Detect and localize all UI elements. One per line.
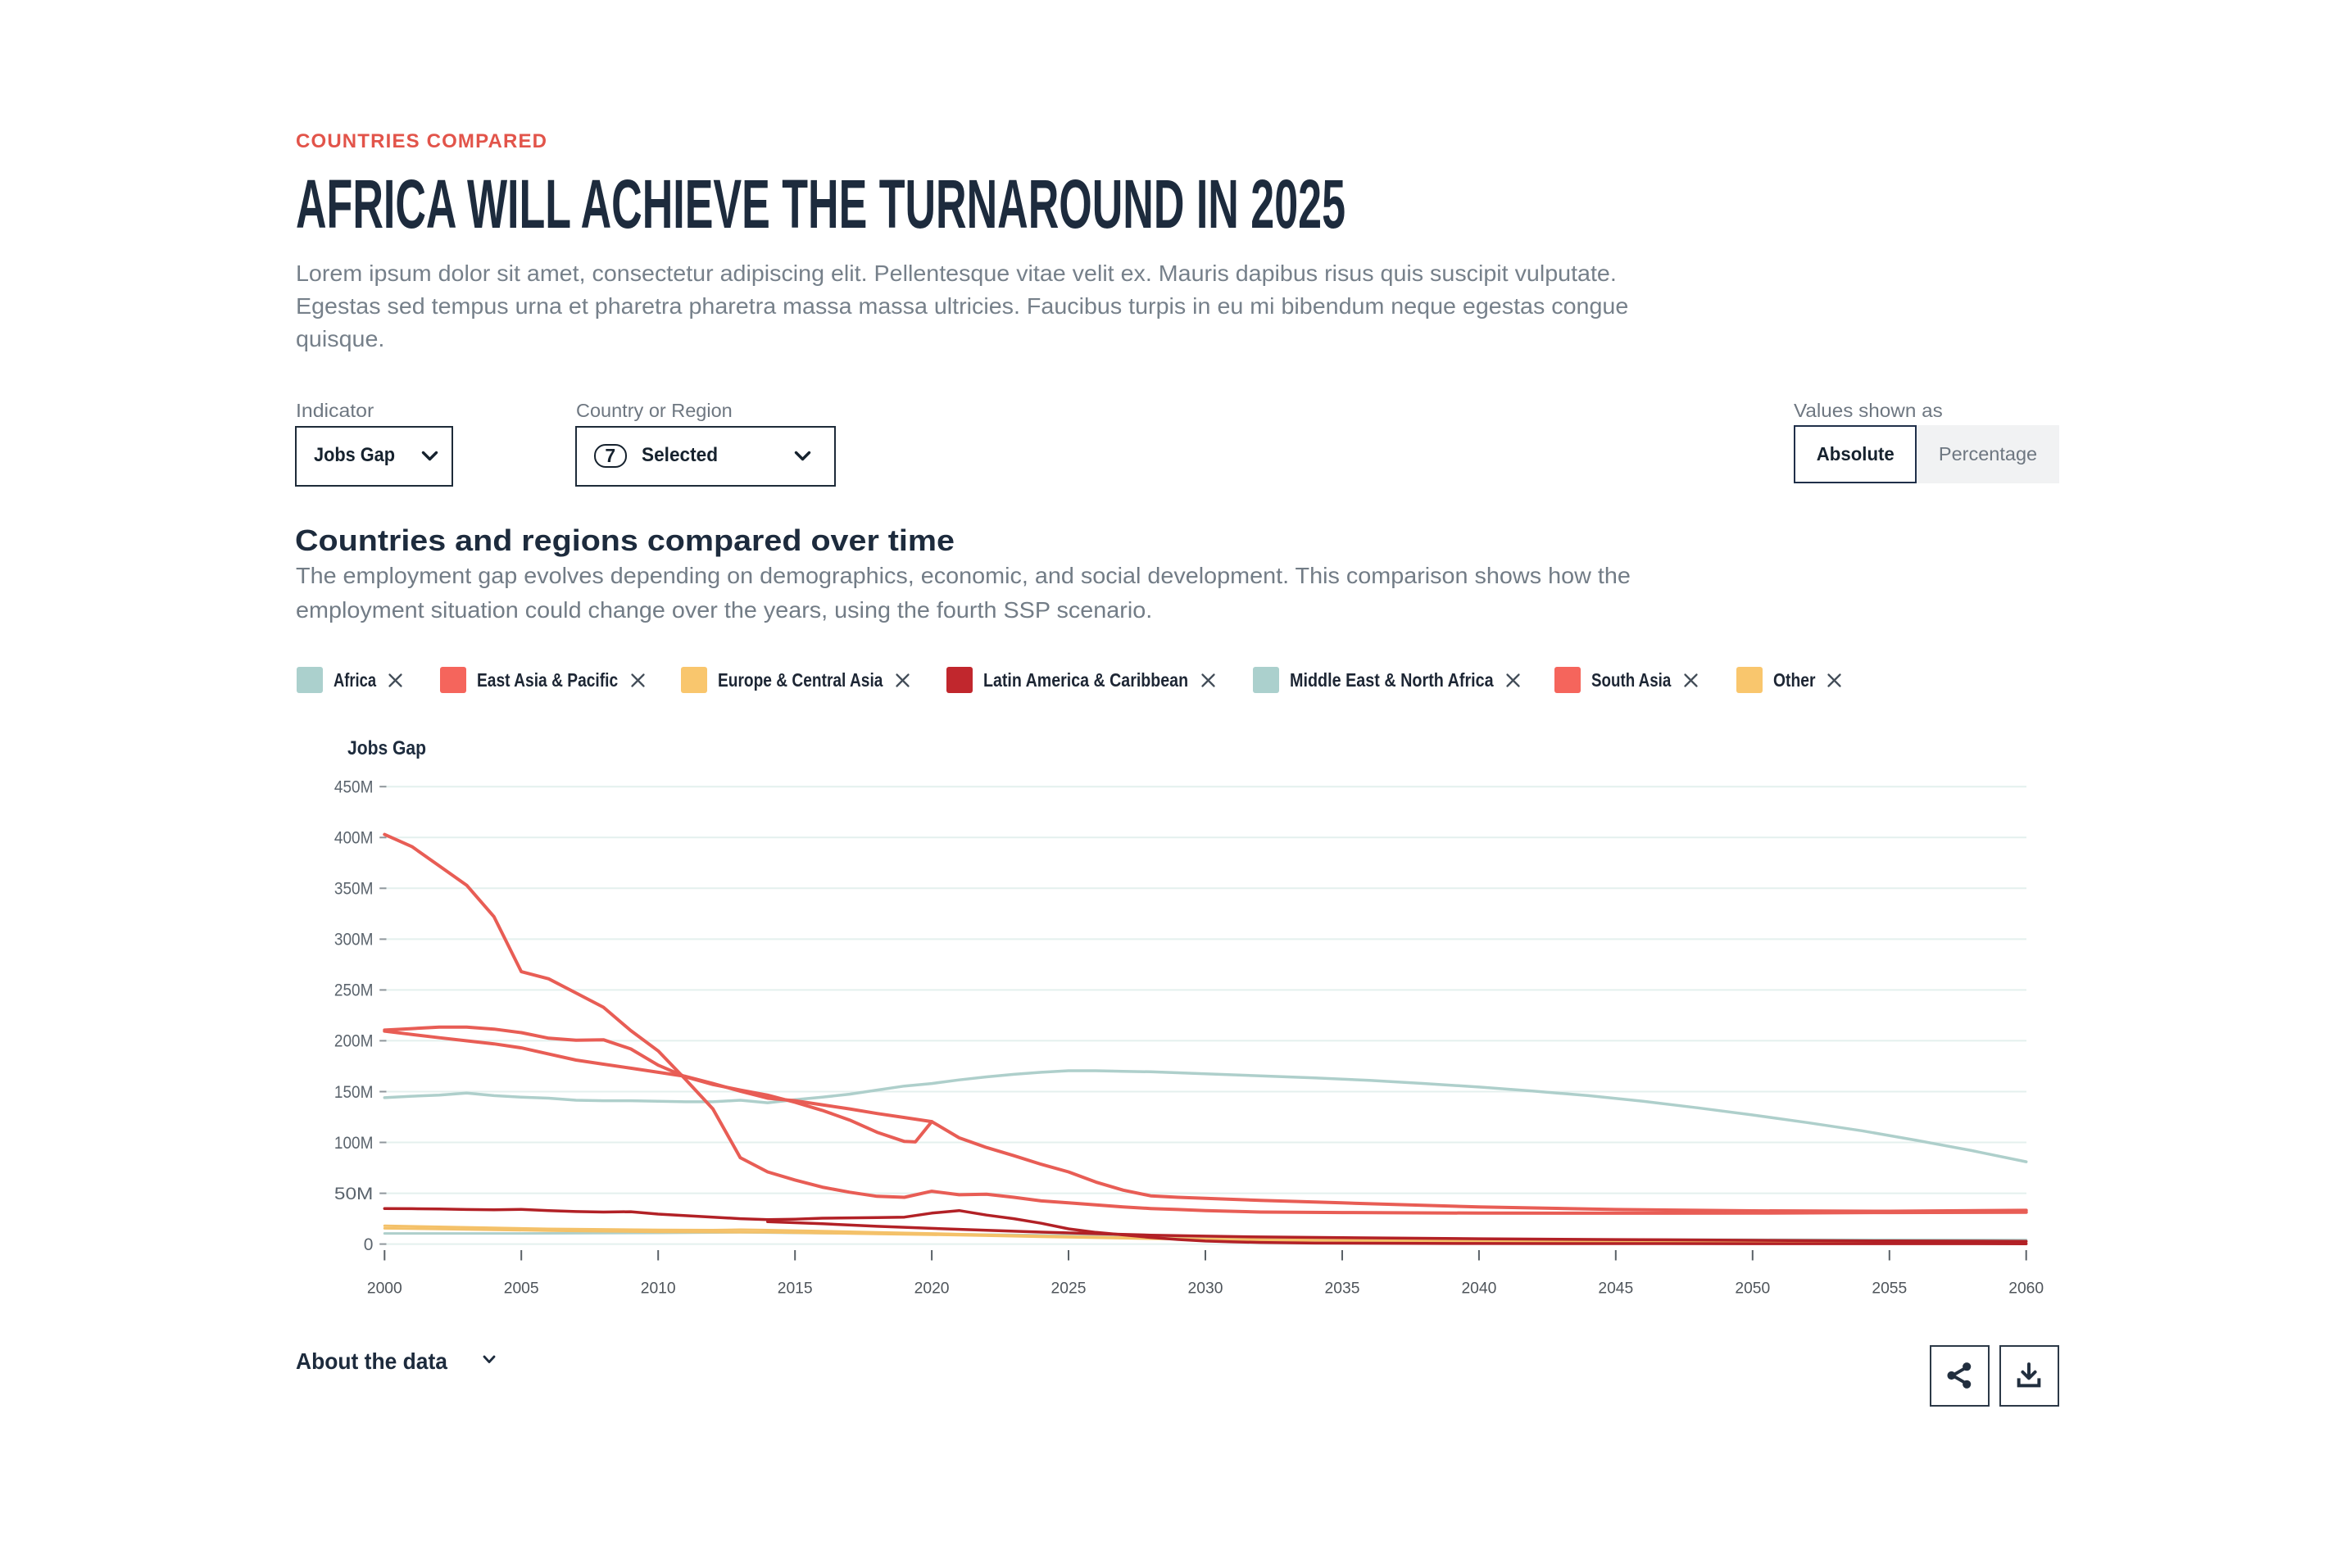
- svg-text:2005: 2005: [504, 1280, 539, 1297]
- svg-text:Jobs Gap: Jobs Gap: [347, 737, 426, 759]
- svg-text:50M: 50M: [334, 1185, 374, 1203]
- svg-text:2040: 2040: [1461, 1280, 1496, 1297]
- svg-text:2045: 2045: [1598, 1280, 1633, 1297]
- svg-text:2030: 2030: [1188, 1280, 1223, 1297]
- svg-text:350M: 350M: [334, 880, 374, 899]
- svg-text:2035: 2035: [1325, 1280, 1360, 1297]
- svg-text:450M: 450M: [334, 778, 374, 797]
- svg-text:0: 0: [364, 1235, 374, 1254]
- svg-text:250M: 250M: [334, 981, 374, 1000]
- svg-text:200M: 200M: [334, 1032, 374, 1051]
- svg-text:2025: 2025: [1051, 1280, 1087, 1297]
- svg-text:2060: 2060: [2008, 1280, 2044, 1297]
- svg-text:2020: 2020: [914, 1280, 950, 1297]
- svg-text:400M: 400M: [334, 829, 374, 848]
- svg-text:2000: 2000: [367, 1280, 402, 1297]
- svg-text:2050: 2050: [1735, 1280, 1770, 1297]
- svg-text:2055: 2055: [1872, 1280, 1907, 1297]
- svg-text:AFRICA WILL ACHIEVE THE TURNAR: AFRICA WILL ACHIEVE THE TURNAROUND IN 20…: [296, 165, 1345, 242]
- svg-text:2015: 2015: [778, 1280, 813, 1297]
- svg-text:2010: 2010: [641, 1280, 676, 1297]
- svg-text:100M: 100M: [334, 1134, 374, 1153]
- svg-text:150M: 150M: [334, 1083, 374, 1102]
- svg-text:300M: 300M: [334, 931, 374, 949]
